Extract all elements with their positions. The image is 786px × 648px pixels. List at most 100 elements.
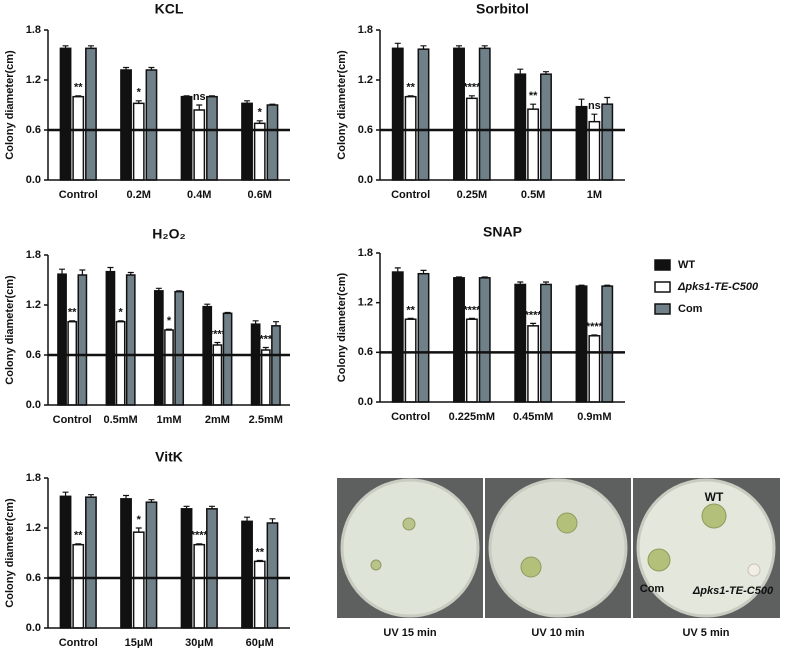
significance: * (118, 307, 123, 319)
error-bar (269, 103, 276, 105)
bar (465, 318, 478, 403)
error-bar (117, 320, 124, 322)
y-tick-label: 0.0 (358, 396, 373, 408)
bar (164, 329, 174, 406)
bar (57, 273, 67, 406)
bar (174, 290, 185, 406)
error-bar (578, 284, 585, 287)
x-tick-label: 0.5M (521, 189, 545, 201)
error-bar (517, 68, 524, 75)
colony (520, 556, 542, 578)
bar (514, 283, 527, 403)
bar (404, 95, 417, 181)
y-tick-label: 0.0 (26, 622, 41, 634)
significance: * (137, 87, 142, 99)
error-bar (69, 320, 76, 322)
error-bar (256, 559, 263, 562)
bar (77, 274, 88, 406)
significance: **** (463, 304, 481, 316)
significance: ** (406, 82, 415, 94)
bar (59, 495, 72, 629)
bar (85, 47, 97, 181)
significance: ** (74, 82, 83, 94)
bar (180, 508, 193, 629)
error-bar (183, 505, 190, 509)
plate (636, 478, 776, 618)
x-tick-label: 1M (587, 189, 602, 201)
significance: **** (209, 328, 227, 340)
legend-label: WT (678, 259, 695, 271)
bar (145, 69, 158, 181)
bar (241, 520, 253, 629)
error-bar (196, 543, 203, 545)
x-tick-label: 30μM (185, 637, 213, 648)
bar (540, 283, 552, 403)
error-bar (79, 269, 86, 275)
significance: * (167, 315, 172, 327)
plate (488, 478, 628, 618)
x-tick-label: 0.4M (187, 189, 211, 201)
bar (120, 69, 132, 181)
significance: **** (525, 309, 543, 321)
y-tick-label: 1.2 (26, 522, 41, 534)
bar (125, 274, 136, 406)
x-tick-label: 0.9mM (577, 411, 611, 423)
error-bar (127, 271, 134, 275)
bar (120, 498, 132, 629)
bar (391, 47, 404, 181)
x-tick-label: 60μM (246, 637, 274, 648)
error-bar (262, 346, 269, 350)
y-axis-label: Colony diameter(cm) (336, 272, 348, 382)
photo-caption: UV 15 min (383, 627, 436, 639)
significance: **** (463, 82, 481, 94)
bar (417, 272, 430, 403)
chart-title: VitK (155, 449, 183, 465)
y-tick-label: 0.6 (26, 572, 41, 584)
legend-label: Com (678, 303, 703, 315)
error-bar (244, 100, 251, 104)
bar (67, 320, 78, 406)
error-bar (468, 95, 475, 99)
error-bar (517, 281, 524, 285)
bar (193, 543, 206, 629)
bar (514, 73, 527, 181)
error-bar (123, 494, 130, 499)
error-bar (75, 95, 82, 97)
bar (271, 325, 281, 406)
bar (575, 105, 588, 181)
bar (153, 290, 164, 406)
photo-caption: UV 10 min (531, 627, 584, 639)
significance: **** (586, 321, 604, 333)
bar (85, 496, 97, 629)
error-bar (530, 322, 537, 326)
colony (556, 512, 578, 534)
significance: ** (68, 307, 77, 319)
error-bar (456, 45, 463, 49)
error-bar (176, 290, 183, 292)
x-tick-label: 1mM (156, 414, 181, 426)
error-bar (407, 95, 414, 97)
error-bar (481, 45, 488, 49)
bar (253, 122, 266, 181)
error-bar (604, 284, 611, 287)
error-bar (208, 95, 215, 97)
error-bar (214, 341, 221, 345)
error-bar (256, 120, 263, 124)
y-tick-label: 0.6 (26, 124, 41, 136)
chart-title: Sorbitol (476, 1, 529, 17)
error-bar (62, 45, 69, 49)
error-bar (394, 267, 401, 273)
photo-label: WT (705, 490, 724, 504)
error-bar (59, 268, 66, 275)
x-tick-label: 0.6M (248, 189, 272, 201)
error-bar (407, 317, 414, 320)
x-tick-label: 0.45mM (513, 411, 553, 423)
significance: * (258, 107, 263, 119)
x-tick-label: 15μM (125, 637, 153, 648)
colony (402, 517, 416, 531)
y-tick-label: 1.8 (358, 247, 373, 259)
y-tick-label: 1.2 (26, 299, 41, 311)
y-axis-label: Colony diameter(cm) (4, 50, 16, 160)
significance: ** (529, 90, 538, 102)
